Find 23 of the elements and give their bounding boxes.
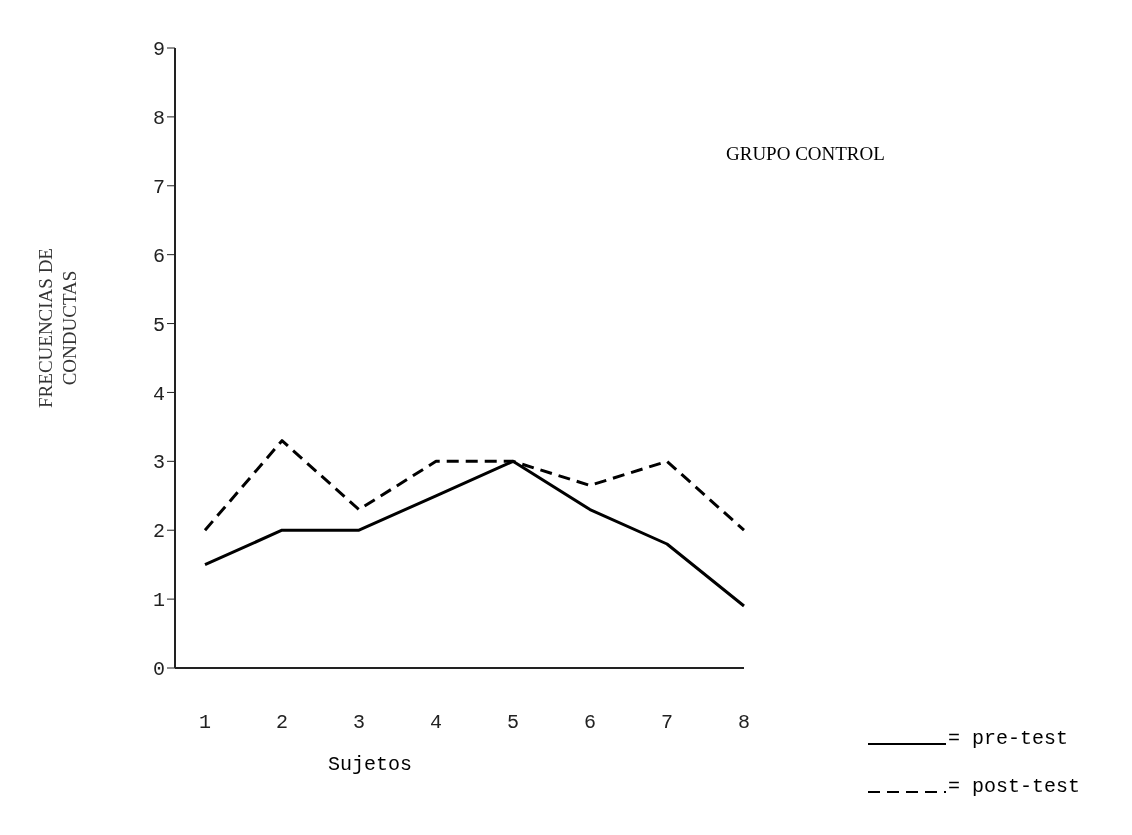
x-tick-label: 6 bbox=[583, 711, 597, 735]
x-tick-label: 2 bbox=[275, 711, 289, 735]
legend-label: = post-test bbox=[948, 774, 1081, 798]
legend-label: = pre-test bbox=[948, 726, 1069, 750]
y-tick-label: 6 bbox=[152, 244, 165, 268]
x-tick-label: 4 bbox=[429, 711, 443, 735]
y-axis-title: FRECUENCIAS DE CONDUCTAS bbox=[34, 247, 81, 410]
x-tick-label: 1 bbox=[198, 711, 212, 735]
y-tick-label: 2 bbox=[152, 520, 165, 544]
x-tick-label: 7 bbox=[660, 711, 674, 735]
y-tick-label: 9 bbox=[152, 38, 165, 62]
y-tick-label: 8 bbox=[152, 106, 165, 130]
y-tick-label: 1 bbox=[152, 589, 165, 613]
x-axis-title: Sujetos bbox=[328, 753, 413, 776]
y-tick-label: 3 bbox=[152, 451, 165, 475]
y-tick-label: 4 bbox=[152, 382, 165, 406]
x-tick-label: 8 bbox=[737, 711, 751, 735]
y-tick-label: 0 bbox=[152, 658, 165, 682]
y-tick-label: 7 bbox=[152, 175, 165, 199]
text: GRUPO CONTROL bbox=[726, 143, 885, 165]
x-tick-label: 3 bbox=[352, 711, 366, 735]
x-tick-label: 5 bbox=[506, 711, 520, 735]
y-tick-label: 5 bbox=[152, 313, 165, 337]
